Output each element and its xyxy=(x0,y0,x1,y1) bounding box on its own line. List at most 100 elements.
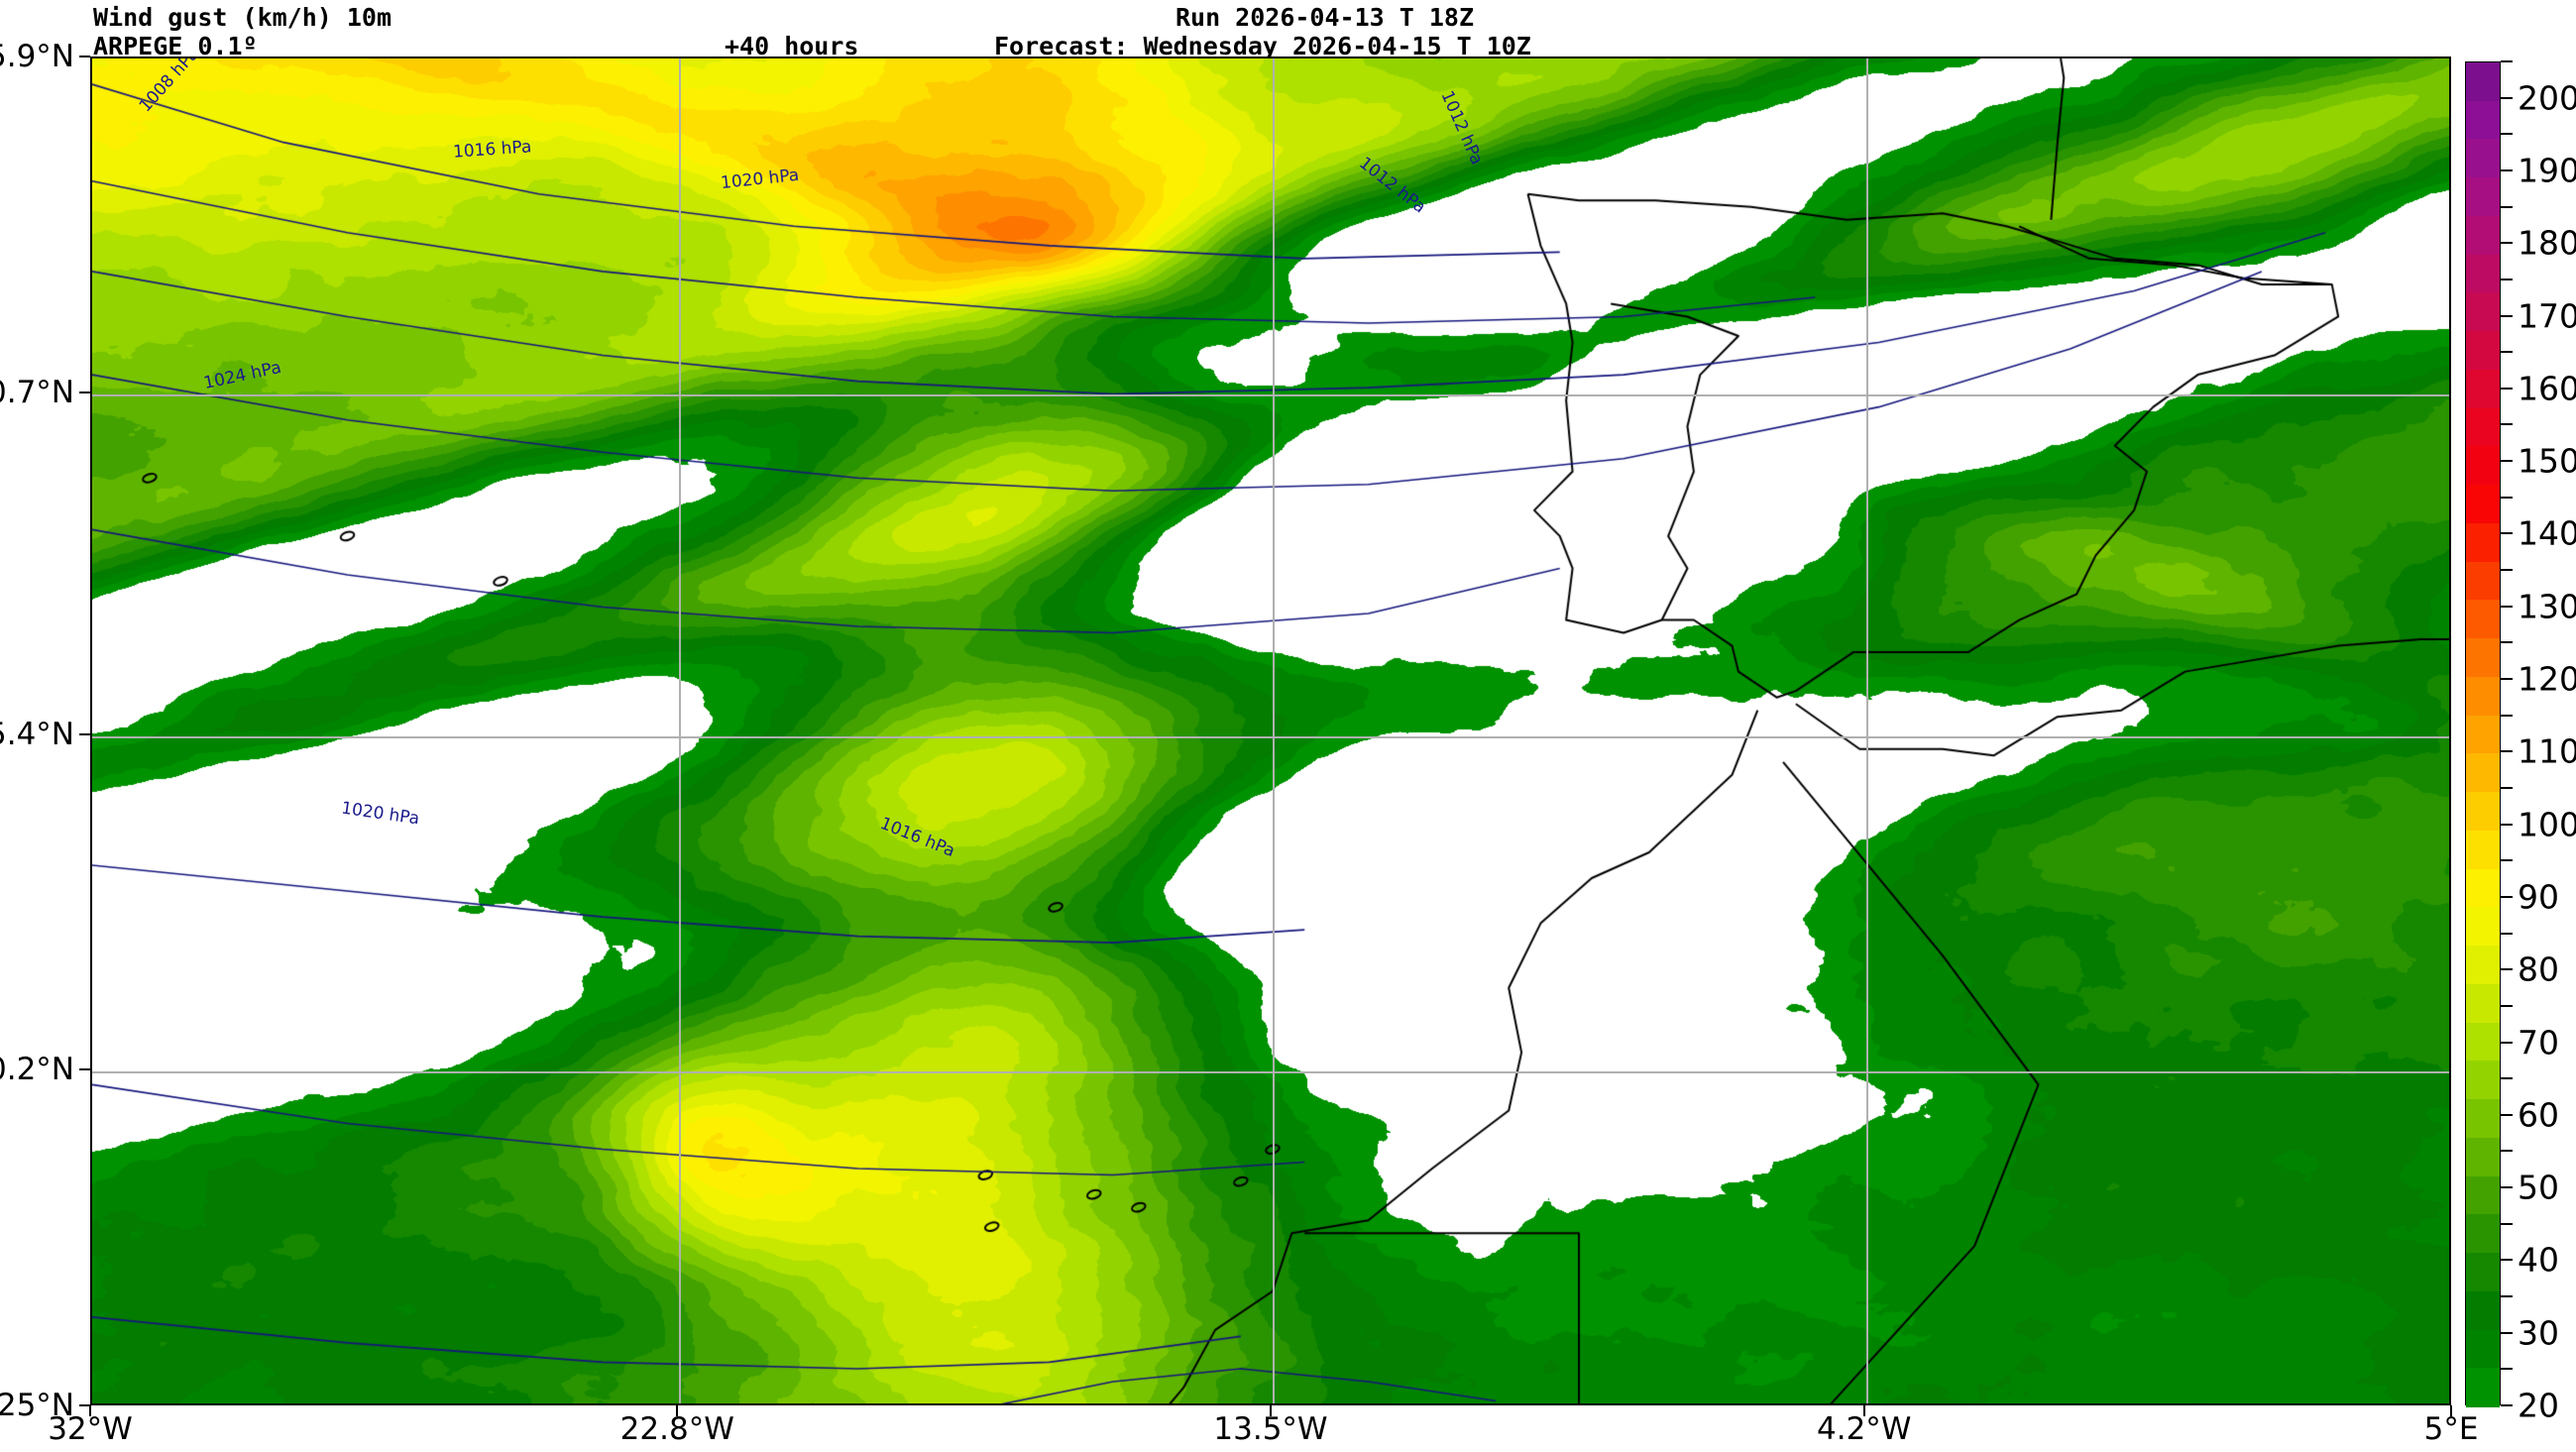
colorbar-segment xyxy=(2466,830,2500,870)
colorbar-segment xyxy=(2466,485,2500,524)
colorbar-tick xyxy=(2501,1113,2513,1116)
colorbar-segment xyxy=(2466,1022,2500,1061)
lat-tick-label: 25°N xyxy=(0,1388,74,1423)
colorbar-tick xyxy=(2501,1041,2513,1044)
lat-tick-label: 45.9°N xyxy=(0,39,74,74)
colorbar-tick-label: 120 xyxy=(2518,659,2576,699)
colorbar-tick-label: 160 xyxy=(2518,369,2576,408)
lon-tick xyxy=(89,1405,91,1416)
colorbar-tick xyxy=(2501,278,2513,280)
colorbar-segment xyxy=(2466,1175,2500,1215)
lon-tick xyxy=(1862,1405,1865,1416)
colorbar-tick xyxy=(2501,423,2513,426)
colorbar-segment xyxy=(2466,407,2500,448)
colorbar-tick xyxy=(2501,605,2513,608)
lat-tick-label: 40.7°N xyxy=(0,374,74,410)
gridline-lat xyxy=(92,393,2449,396)
colorbar-tick xyxy=(2501,314,2513,317)
colorbar-tick xyxy=(2501,932,2513,935)
lon-tick xyxy=(1270,1405,1272,1416)
colorbar-tick xyxy=(2501,168,2513,171)
lat-tick xyxy=(79,1068,90,1071)
colorbar-tick-label: 80 xyxy=(2518,949,2559,989)
colorbar-tick xyxy=(2501,786,2513,789)
colorbar-segment xyxy=(2466,254,2500,294)
colorbar-tick-label: 140 xyxy=(2518,513,2576,553)
lat-tick xyxy=(79,391,90,393)
colorbar-tick-label: 170 xyxy=(2518,296,2576,336)
colorbar-segment xyxy=(2466,1099,2500,1139)
colorbar-tick xyxy=(2501,823,2513,826)
colorbar-segment xyxy=(2466,1253,2500,1292)
colorbar-tick xyxy=(2501,859,2513,862)
colorbar-segment xyxy=(2466,561,2500,602)
map-panel[interactable]: 1008 hPa 1016 hPa 1020 hPa 1024 hPa 1020 hPa… xyxy=(90,56,2451,1405)
lon-tick-label: 13.5°W xyxy=(1213,1411,1328,1447)
colorbar-tick-label: 110 xyxy=(2518,731,2576,771)
colorbar xyxy=(2465,61,2501,1407)
colorbar-tick xyxy=(2501,60,2513,62)
colorbar-tick-label: 50 xyxy=(2518,1168,2559,1207)
colorbar-tick-label: 30 xyxy=(2518,1313,2559,1353)
colorbar-segment xyxy=(2466,177,2500,217)
colorbar-segment xyxy=(2466,139,2500,178)
colorbar-segment xyxy=(2466,100,2500,141)
colorbar-tick xyxy=(2501,1222,2513,1225)
figure-title: Wind gust (km/h) 10m xyxy=(93,3,392,32)
colorbar-segment xyxy=(2466,1214,2500,1254)
colorbar-tick xyxy=(2501,96,2513,99)
colorbar-tick xyxy=(2501,1259,2513,1262)
colorbar-tick xyxy=(2501,569,2513,572)
colorbar-segment xyxy=(2466,1368,2500,1407)
colorbar-tick xyxy=(2501,750,2513,753)
colorbar-segment xyxy=(2466,215,2500,256)
lat-tick xyxy=(79,1404,90,1406)
colorbar-segment xyxy=(2466,638,2500,678)
lon-tick-label: 5°E xyxy=(2423,1411,2479,1447)
colorbar-segment xyxy=(2466,369,2500,409)
colorbar-tick-label: 100 xyxy=(2518,805,2576,844)
colorbar-tick-label: 190 xyxy=(2518,151,2576,190)
colorbar-tick xyxy=(2501,1150,2513,1153)
colorbar-tick-label: 40 xyxy=(2518,1240,2559,1280)
gridline-lat xyxy=(92,1071,2449,1074)
colorbar-tick xyxy=(2501,387,2513,390)
wind-gust-field xyxy=(92,58,2449,1403)
colorbar-tick-label: 130 xyxy=(2518,587,2576,626)
lat-tick xyxy=(79,56,90,57)
colorbar-segment xyxy=(2466,715,2500,755)
lon-tick-label: 22.8°W xyxy=(619,1411,734,1447)
colorbar-tick xyxy=(2501,1404,2513,1406)
colorbar-tick-label: 70 xyxy=(2518,1023,2559,1061)
gridline-lon xyxy=(679,58,682,1403)
colorbar-segment xyxy=(2466,1290,2500,1331)
colorbar-segment xyxy=(2466,946,2500,985)
forecast-time-label: Forecast: Wednesday 2026-04-15 T 10Z xyxy=(994,32,1531,60)
colorbar-tick xyxy=(2501,460,2513,463)
colorbar-segment xyxy=(2466,331,2500,371)
colorbar-segment xyxy=(2466,292,2500,332)
colorbar-tick xyxy=(2501,532,2513,535)
colorbar-tick-label: 60 xyxy=(2518,1095,2559,1135)
colorbar-tick xyxy=(2501,1186,2513,1189)
colorbar-tick-label: 200 xyxy=(2518,78,2576,118)
colorbar-segment xyxy=(2466,1329,2500,1369)
colorbar-segment xyxy=(2466,792,2500,832)
lon-tick xyxy=(676,1405,679,1416)
colorbar-tick xyxy=(2501,714,2513,717)
colorbar-segment xyxy=(2466,62,2500,102)
colorbar-tick-label: 150 xyxy=(2518,441,2576,481)
lon-tick xyxy=(2450,1405,2452,1416)
colorbar-tick xyxy=(2501,1331,2513,1334)
colorbar-segment xyxy=(2466,983,2500,1024)
colorbar-tick xyxy=(2501,1077,2513,1080)
run-time-label: Run 2026-04-13 T 18Z xyxy=(1175,3,1474,32)
colorbar-segment xyxy=(2466,753,2500,793)
colorbar-tick-label: 90 xyxy=(2518,877,2559,917)
colorbar-tick xyxy=(2501,895,2513,898)
colorbar-tick xyxy=(2501,133,2513,136)
colorbar-segment xyxy=(2466,676,2500,717)
colorbar-segment xyxy=(2466,522,2500,563)
colorbar-tick xyxy=(2501,968,2513,971)
